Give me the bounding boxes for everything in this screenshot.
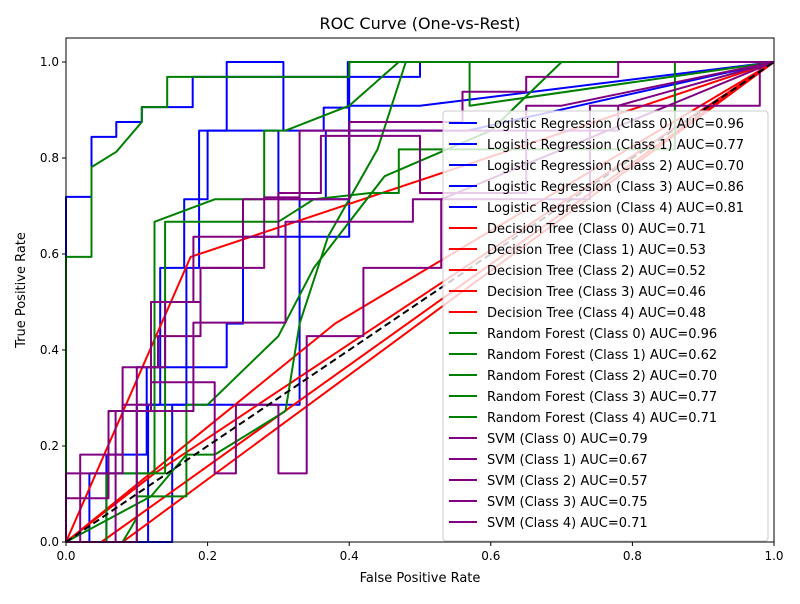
legend-label: Logistic Regression (Class 4) AUC=0.81 <box>487 201 744 216</box>
legend-label: Random Forest (Class 3) AUC=0.77 <box>487 390 717 405</box>
legend-label: SVM (Class 0) AUC=0.79 <box>487 432 648 447</box>
x-axis-label: False Positive Rate <box>360 571 481 586</box>
y-tick-label: 0.6 <box>40 247 59 261</box>
legend-label: SVM (Class 1) AUC=0.67 <box>487 453 648 468</box>
legend-label: Random Forest (Class 1) AUC=0.62 <box>487 348 717 363</box>
legend-label: Logistic Regression (Class 3) AUC=0.86 <box>487 180 744 195</box>
legend-label: Decision Tree (Class 0) AUC=0.71 <box>487 222 706 237</box>
legend-label: Logistic Regression (Class 1) AUC=0.77 <box>487 138 744 153</box>
legend: Logistic Regression (Class 0) AUC=0.96 Lo… <box>442 110 769 542</box>
roc-line-14 <box>65 61 774 543</box>
y-tick-label: 1.0 <box>40 55 59 69</box>
x-tick-label: 0.2 <box>198 549 217 563</box>
legend-label: Decision Tree (Class 3) AUC=0.46 <box>487 285 706 300</box>
legend-label: Decision Tree (Class 4) AUC=0.48 <box>487 306 706 321</box>
y-axis-ticks: 0.0 0.2 0.4 0.6 0.8 1.0 <box>40 55 66 549</box>
x-tick-label: 0.0 <box>56 549 75 563</box>
x-tick-label: 1.0 <box>764 549 783 563</box>
roc-line-19 <box>66 61 774 543</box>
legend-label: Random Forest (Class 2) AUC=0.70 <box>487 369 717 384</box>
x-tick-label: 0.4 <box>340 549 359 563</box>
y-tick-label: 0.0 <box>40 535 59 549</box>
legend-label: SVM (Class 2) AUC=0.57 <box>487 474 648 489</box>
legend-label: Decision Tree (Class 2) AUC=0.52 <box>487 264 706 279</box>
y-tick-label: 0.2 <box>40 439 59 453</box>
legend-label: Logistic Regression (Class 0) AUC=0.96 <box>487 117 744 132</box>
legend-label: Random Forest (Class 0) AUC=0.96 <box>487 327 717 342</box>
y-axis-label: True Positive Rate <box>14 232 29 349</box>
legend-label: SVM (Class 3) AUC=0.75 <box>487 495 648 510</box>
legend-label: SVM (Class 4) AUC=0.71 <box>487 516 648 531</box>
x-axis-ticks: 0.0 0.2 0.4 0.6 0.8 1.0 <box>56 542 784 563</box>
y-tick-label: 0.8 <box>40 151 59 165</box>
legend-label: Logistic Regression (Class 2) AUC=0.70 <box>487 159 744 174</box>
x-tick-label: 0.8 <box>623 549 642 563</box>
chart-title: ROC Curve (One-vs-Rest) <box>319 14 520 33</box>
legend-label: Decision Tree (Class 1) AUC=0.53 <box>487 243 706 258</box>
y-tick-label: 0.4 <box>40 343 59 357</box>
x-tick-label: 0.6 <box>481 549 500 563</box>
legend-box <box>442 110 769 542</box>
axes-frame <box>65 37 775 543</box>
legend-label: Random Forest (Class 4) AUC=0.71 <box>487 411 717 426</box>
roc-line-17 <box>65 61 775 542</box>
